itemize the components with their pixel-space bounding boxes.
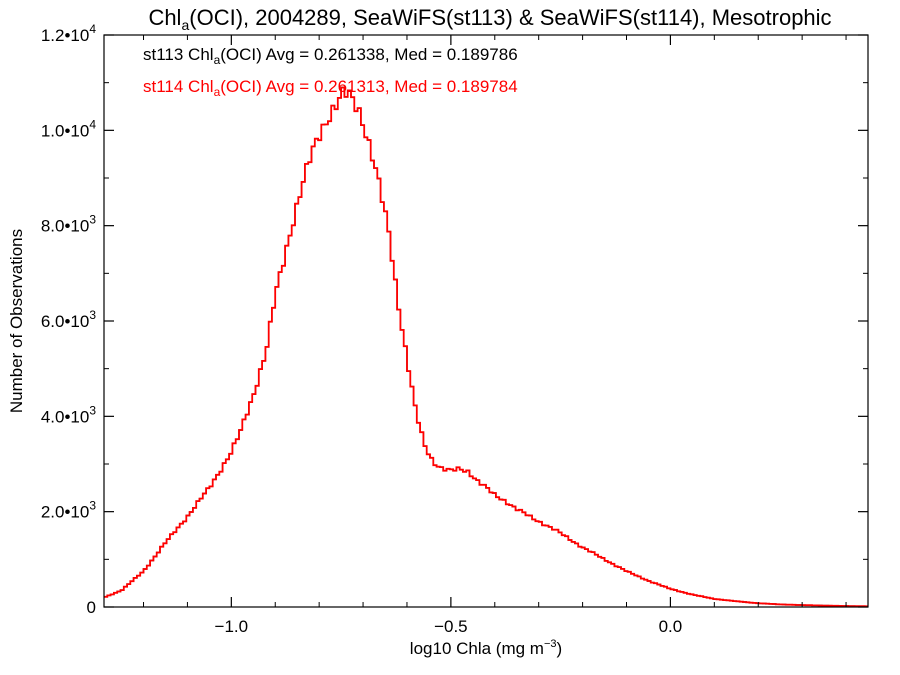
y-tick-label: 0: [87, 598, 96, 617]
y-tick-label: 8.0•103: [41, 213, 97, 236]
series-st114-line: [104, 86, 868, 608]
x-tick-label: 0.0: [659, 617, 683, 636]
plot-frame: [103, 34, 869, 608]
stats-legend: st113 Chla(OCI) Avg = 0.261338, Med = 0.…: [143, 45, 518, 99]
y-tick-label: 6.0•103: [41, 308, 97, 331]
y-tick-label: 4.0•103: [41, 403, 97, 426]
axis-ticks: −1.0 −0.5 0.0 0 2.0•103 4.0•103 6.0•103 8.0•103…: [41, 22, 868, 636]
x-axis-label: log10 Chla (mg m−3): [410, 638, 562, 658]
y-tick-label: 2.0•103: [41, 499, 97, 522]
y-tick-label: 1.2•104: [41, 22, 97, 45]
series-group: [104, 86, 868, 608]
y-tick-label: 1.0•104: [41, 117, 97, 140]
stat-st114: st114 Chla(OCI) Avg = 0.261313, Med = 0.…: [143, 77, 518, 99]
chart-title: Chla(OCI), 2004289, SeaWiFS(st113) & Sea…: [148, 5, 831, 33]
x-tick-label: −1.0: [215, 617, 249, 636]
stat-st113: st113 Chla(OCI) Avg = 0.261338, Med = 0.…: [143, 45, 518, 67]
y-axis-label: Number of Observations: [7, 229, 26, 413]
x-tick-label: −0.5: [434, 617, 468, 636]
series-st113-line: [104, 86, 868, 607]
